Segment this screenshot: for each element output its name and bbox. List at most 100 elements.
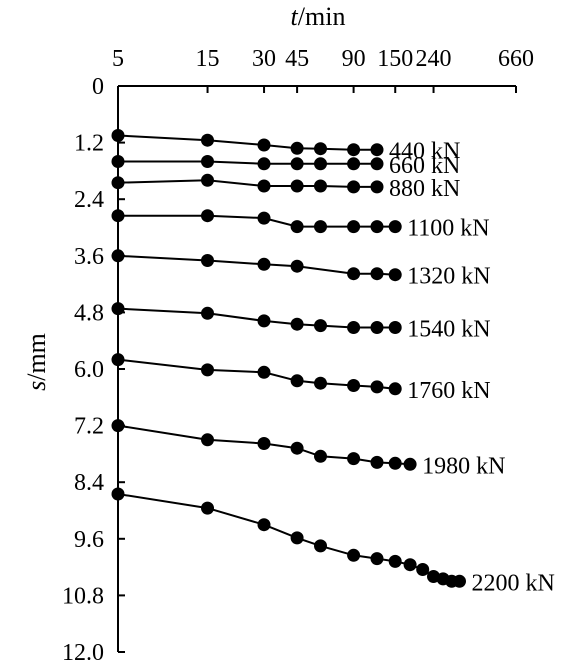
series-line [118, 160, 377, 165]
y-tick-label: 12.0 [62, 640, 104, 666]
series: 660 kN [111, 153, 460, 179]
data-point [370, 321, 384, 334]
data-point [201, 209, 214, 223]
data-point [290, 531, 304, 545]
y-tick-label: 9.6 [74, 527, 104, 553]
series-line [117, 134, 377, 151]
series-label: 1100 kN [407, 216, 489, 242]
data-point [370, 552, 384, 566]
x-tick-label: 660 [498, 46, 534, 72]
data-point [314, 179, 327, 193]
data-point [388, 220, 402, 234]
y-tick-label: 1.2 [74, 131, 104, 157]
y-tick-label: 2.4 [74, 187, 104, 213]
series-label: 1320 kN [407, 264, 490, 290]
data-point [388, 456, 402, 470]
data-point [111, 209, 125, 223]
series: 1100 kN [111, 209, 490, 242]
data-point [257, 157, 271, 171]
data-point [111, 176, 125, 190]
series-label: 440 kN [389, 139, 460, 165]
data-point [403, 457, 417, 471]
data-point [111, 487, 125, 501]
data-point [347, 180, 361, 194]
data-point [314, 449, 327, 463]
x-axis-title: t/min [291, 2, 346, 31]
data-point [314, 376, 327, 390]
axes: 0 1.2 2.4 3.6 4.8 6.0 7.2 8.4 9.6 10.8 12.0 5 15 30 45… [62, 46, 534, 666]
data-point [111, 155, 125, 168]
data-point [257, 179, 271, 193]
x-tick-label: 240 [416, 46, 452, 72]
data-point [314, 142, 327, 156]
data-point [370, 220, 384, 234]
data-point [347, 379, 361, 392]
data-point [314, 157, 327, 171]
data-point [257, 257, 271, 271]
series: 1980 kN [111, 419, 505, 479]
data-point [290, 157, 304, 171]
data-point [111, 129, 125, 142]
y-tick-label: 6.0 [74, 357, 104, 383]
data-point [347, 267, 361, 281]
data-point [453, 574, 466, 588]
data-point [347, 157, 361, 171]
data-point [347, 452, 361, 466]
data-point [370, 380, 384, 394]
series-line [117, 179, 377, 188]
data-point [201, 133, 214, 147]
series: 1320 kN [111, 249, 491, 290]
data-point [347, 143, 361, 157]
series: 880 kN [111, 173, 460, 202]
data-point [201, 173, 214, 187]
data-point [388, 268, 402, 282]
series: 440 kN [111, 129, 460, 165]
series-label: 880 kN [389, 176, 460, 202]
data-point [290, 317, 304, 331]
data-point [201, 501, 214, 515]
data-point [201, 433, 214, 447]
series-label: 1980 kN [422, 453, 505, 479]
data-point [257, 138, 271, 152]
data-point [347, 321, 361, 334]
data-point [370, 267, 384, 281]
data-point [257, 518, 271, 532]
y-tick-label: 4.8 [74, 300, 104, 326]
series: 1540 kN [111, 302, 491, 343]
y-tick-label: 0 [92, 74, 104, 100]
y-axis-title: s/mm [22, 333, 51, 391]
data-point [290, 441, 304, 455]
series: 2200 kN [111, 487, 555, 596]
data-point [416, 563, 430, 576]
data-point [201, 254, 214, 267]
y-tick-label: 10.8 [62, 583, 104, 609]
data-point [111, 249, 125, 263]
data-point [201, 363, 214, 377]
data-point [370, 157, 384, 171]
x-tick-label: 5 [112, 46, 124, 72]
data-point [347, 548, 361, 562]
series-label: 2200 kN [472, 570, 555, 596]
data-point [111, 419, 125, 433]
data-point [370, 143, 384, 157]
data-point [111, 302, 125, 316]
x-tick-label: 30 [252, 46, 276, 72]
data-point [388, 554, 402, 568]
data-point [257, 314, 271, 328]
data-point [290, 220, 304, 234]
data-point [388, 382, 402, 396]
series: 1760 kN [111, 353, 491, 404]
x-tick-label: 90 [342, 46, 366, 72]
data-point [201, 306, 214, 320]
x-tick-label: 150 [377, 46, 413, 72]
data-point [201, 155, 214, 168]
data-point [257, 437, 271, 450]
y-tick-label: 7.2 [74, 414, 104, 440]
data-point [314, 319, 327, 333]
x-tick-label: 45 [285, 46, 309, 72]
series-label: 1760 kN [407, 378, 490, 404]
data-point [314, 220, 327, 234]
data-point [290, 141, 304, 155]
data-point [290, 179, 304, 193]
